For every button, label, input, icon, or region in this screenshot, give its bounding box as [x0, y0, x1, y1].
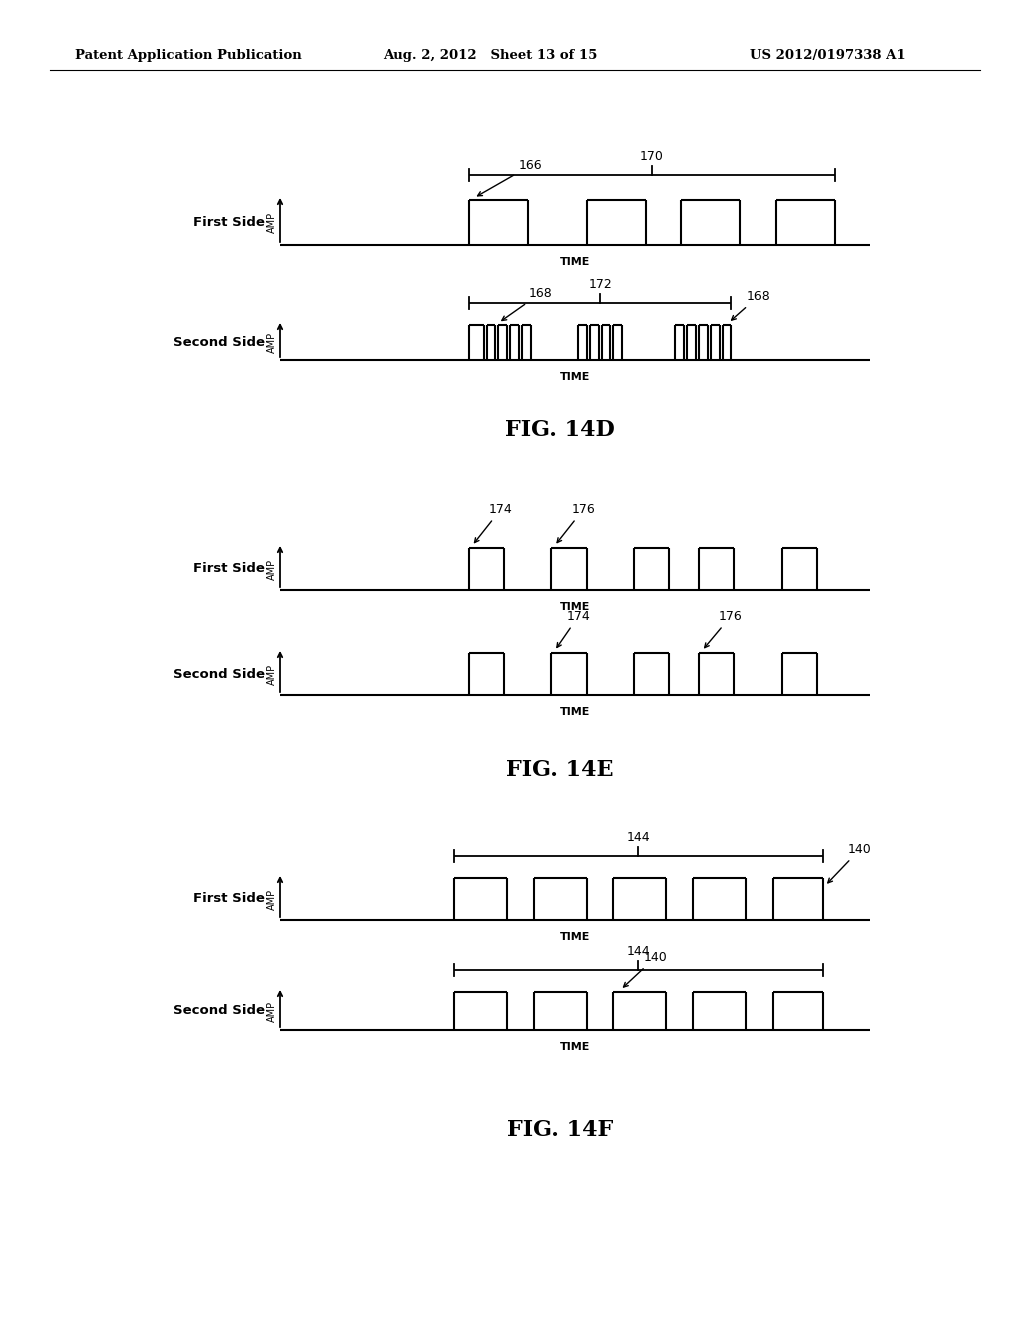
Text: 140: 140: [624, 950, 667, 987]
Text: Patent Application Publication: Patent Application Publication: [75, 49, 302, 62]
Text: Aug. 2, 2012   Sheet 13 of 15: Aug. 2, 2012 Sheet 13 of 15: [383, 49, 597, 62]
Text: 168: 168: [731, 290, 770, 321]
Text: TIME: TIME: [560, 257, 590, 267]
Text: TIME: TIME: [560, 1041, 590, 1052]
Text: Second Side: Second Side: [173, 337, 265, 348]
Text: AMP: AMP: [267, 558, 278, 579]
Text: AMP: AMP: [267, 213, 278, 234]
Text: 174: 174: [474, 503, 513, 543]
Text: FIG. 14D: FIG. 14D: [505, 418, 614, 441]
Text: TIME: TIME: [560, 372, 590, 381]
Text: 174: 174: [557, 610, 590, 647]
Text: 144: 144: [627, 945, 650, 958]
Text: 172: 172: [588, 279, 612, 290]
Text: 170: 170: [640, 150, 664, 162]
Text: AMP: AMP: [267, 888, 278, 909]
Text: AMP: AMP: [267, 664, 278, 685]
Text: FIG. 14E: FIG. 14E: [506, 759, 613, 781]
Text: TIME: TIME: [560, 602, 590, 612]
Text: 176: 176: [557, 503, 595, 543]
Text: First Side: First Side: [194, 562, 265, 576]
Text: AMP: AMP: [267, 331, 278, 352]
Text: First Side: First Side: [194, 892, 265, 906]
Text: 176: 176: [705, 610, 742, 648]
Text: FIG. 14F: FIG. 14F: [507, 1119, 613, 1140]
Text: 168: 168: [502, 286, 552, 321]
Text: TIME: TIME: [560, 932, 590, 942]
Text: First Side: First Side: [194, 216, 265, 228]
Text: Second Side: Second Side: [173, 1005, 265, 1018]
Text: TIME: TIME: [560, 708, 590, 717]
Text: 166: 166: [477, 158, 543, 195]
Text: US 2012/0197338 A1: US 2012/0197338 A1: [750, 49, 905, 62]
Text: 140: 140: [827, 843, 871, 883]
Text: Second Side: Second Side: [173, 668, 265, 681]
Text: AMP: AMP: [267, 1001, 278, 1022]
Text: 144: 144: [627, 832, 650, 843]
